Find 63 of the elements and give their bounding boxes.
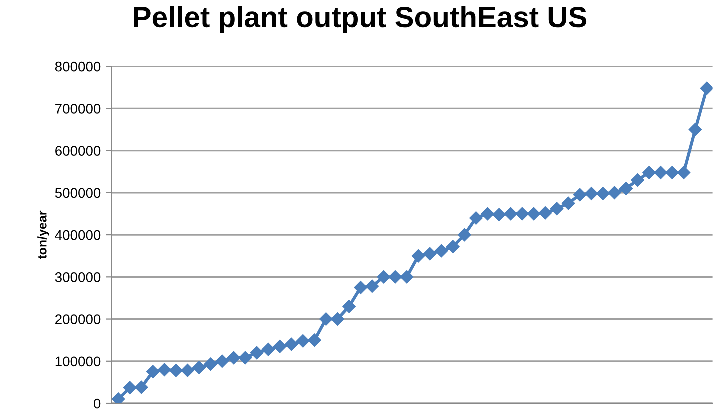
point <box>227 351 241 365</box>
point <box>123 381 137 395</box>
chart-title: Pellet plant output SouthEast US <box>134 6 587 34</box>
point <box>192 361 206 374</box>
point <box>377 270 391 284</box>
point <box>574 188 587 202</box>
point <box>320 312 333 326</box>
point <box>112 392 126 404</box>
point <box>400 270 414 284</box>
point <box>238 351 252 365</box>
point <box>262 343 276 356</box>
y-tick-label: 500000 <box>55 188 101 198</box>
point <box>688 123 702 136</box>
y-tick-label: 600000 <box>56 146 101 156</box>
point <box>492 208 506 222</box>
point <box>285 338 298 352</box>
y-tick-label: 400000 <box>55 230 101 240</box>
point <box>677 166 691 180</box>
y-tick-label: 700000 <box>56 104 101 114</box>
point <box>620 182 633 196</box>
point <box>642 166 656 180</box>
point <box>527 207 541 221</box>
y-tick-label: 100000 <box>56 356 101 367</box>
y-tick-label: 300000 <box>55 272 101 282</box>
y-axis-title: ton/year <box>38 210 50 260</box>
point <box>170 364 183 378</box>
point <box>354 281 368 294</box>
point <box>308 334 322 347</box>
point <box>550 202 564 216</box>
point <box>366 280 379 294</box>
point <box>596 187 610 200</box>
point <box>158 363 172 376</box>
point <box>666 166 679 180</box>
y-tick-label: 800000 <box>55 62 101 72</box>
point <box>470 212 483 225</box>
point <box>273 340 287 354</box>
point <box>608 186 622 200</box>
point <box>181 364 194 378</box>
y-tick-label: 0 <box>94 398 101 409</box>
point <box>342 300 356 314</box>
point <box>146 365 160 379</box>
point <box>458 228 472 242</box>
point <box>135 380 148 394</box>
point <box>562 196 576 210</box>
point <box>296 334 310 348</box>
point <box>435 244 448 258</box>
point <box>331 312 344 326</box>
y-tick-label: 200000 <box>56 314 101 324</box>
point <box>424 247 437 261</box>
point <box>446 240 460 254</box>
point <box>700 82 713 96</box>
point <box>631 174 644 187</box>
point <box>388 270 402 284</box>
point <box>204 358 218 371</box>
point <box>504 207 518 221</box>
point <box>481 207 494 221</box>
point <box>516 207 529 221</box>
point <box>538 206 552 220</box>
point <box>216 354 229 368</box>
point <box>412 250 426 263</box>
point <box>585 187 598 200</box>
point <box>250 346 264 360</box>
point <box>654 166 668 180</box>
